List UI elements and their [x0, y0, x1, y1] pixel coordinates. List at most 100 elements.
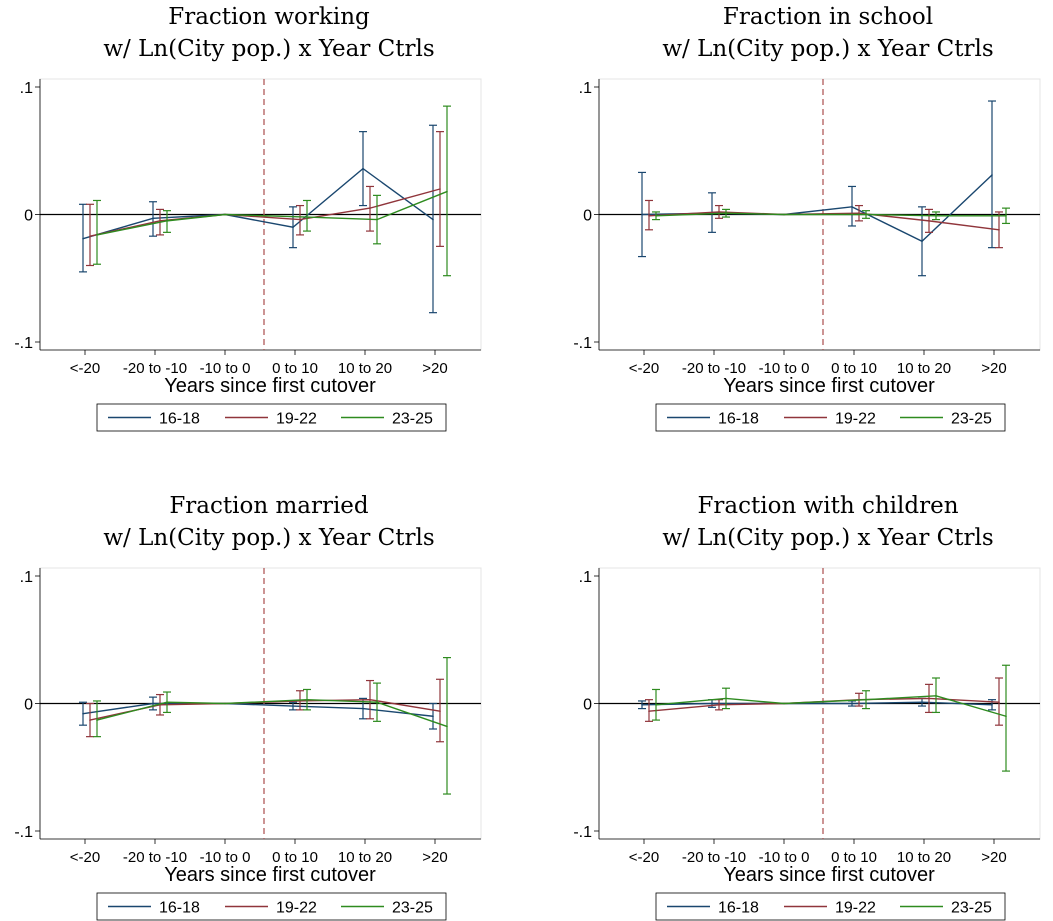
- x-tick-label: -20 to -10: [123, 360, 187, 377]
- data-point: [224, 702, 226, 705]
- chart-subtitle: w/ Ln(City pop.) x Year Ctrls: [662, 36, 993, 62]
- data-point: [991, 703, 993, 706]
- chart-subtitle: w/ Ln(City pop.) x Year Ctrls: [662, 525, 993, 551]
- legend-label: 23-25: [392, 900, 433, 917]
- chart-subtitle: w/ Ln(City pop.) x Year Ctrls: [103, 36, 434, 62]
- x-axis-title: Years since first cutover: [723, 375, 935, 397]
- data-point: [851, 702, 853, 705]
- data-point: [439, 188, 441, 190]
- x-axis-title: Years since first cutover: [723, 864, 935, 886]
- x-tick-label: <-20: [70, 849, 100, 866]
- data-point: [648, 214, 650, 217]
- data-point: [928, 697, 930, 700]
- x-tick-label: -20 to -10: [123, 849, 187, 866]
- data-point: [299, 218, 301, 221]
- data-point: [369, 207, 371, 209]
- data-point: [166, 701, 168, 704]
- x-tick-label: >20: [981, 360, 1006, 377]
- legend-label: 23-25: [951, 411, 992, 428]
- series-16-18: [638, 697, 996, 711]
- data-point: [446, 190, 448, 193]
- data-point: [851, 206, 853, 208]
- series-line: [96, 190, 448, 236]
- panel-school: Fraction in school w/ Ln(City pop.) x Yea…: [573, 4, 1041, 432]
- series-19-22: [86, 131, 444, 267]
- data-point: [224, 213, 226, 216]
- x-tick-label: >20: [981, 849, 1006, 866]
- series-line: [89, 188, 441, 237]
- data-point: [376, 701, 378, 704]
- data-point: [718, 703, 720, 706]
- series-23-25: [93, 657, 451, 795]
- data-point: [89, 719, 91, 721]
- data-point: [991, 174, 993, 176]
- legend-label: 16-18: [159, 900, 200, 917]
- data-point: [858, 212, 860, 215]
- y-tick-label: .1: [20, 80, 33, 97]
- legend: 16-18 19-22 23-25: [96, 892, 447, 921]
- legend-label: 19-22: [835, 900, 876, 917]
- data-point: [783, 702, 785, 705]
- chart-title: Fraction married: [169, 493, 369, 519]
- data-point: [865, 213, 867, 216]
- y-tick-label: 0: [583, 697, 592, 714]
- x-tick-label: -20 to -10: [682, 360, 746, 377]
- series-23-25: [93, 105, 451, 277]
- data-point: [921, 240, 923, 243]
- legend-label: 16-18: [159, 411, 200, 428]
- y-tick-label: 0: [583, 208, 592, 225]
- chart-title: Fraction working: [168, 4, 370, 30]
- x-tick-label: 0 to 10: [272, 360, 318, 377]
- x-tick-label: >20: [422, 849, 447, 866]
- legend: 16-18 19-22 23-25: [655, 892, 1006, 921]
- x-tick-label: 0 to 10: [831, 849, 877, 866]
- data-point: [306, 216, 308, 218]
- legend-box: [655, 892, 1006, 921]
- series-line: [82, 702, 434, 717]
- panel-working: Fraction working w/ Ln(City pop.) x Year …: [14, 4, 482, 432]
- data-point: [439, 710, 441, 712]
- series-23-25: [652, 207, 1010, 225]
- series-19-22: [86, 678, 444, 743]
- data-point: [1005, 214, 1007, 217]
- chart-title: Fraction with children: [697, 493, 958, 519]
- x-tick-label: >20: [422, 360, 447, 377]
- data-point: [641, 213, 643, 216]
- y-tick-label: .1: [579, 569, 592, 586]
- legend-box: [96, 892, 447, 921]
- x-axis-title: Years since first cutover: [164, 375, 376, 397]
- data-point: [998, 229, 1000, 231]
- data-point: [362, 167, 364, 170]
- chart-subtitle: w/ Ln(City pop.) x Year Ctrls: [103, 525, 434, 551]
- data-point: [369, 698, 371, 701]
- series-16-18: [638, 100, 996, 277]
- x-axis-title: Years since first cutover: [164, 864, 376, 886]
- series-line: [655, 695, 1007, 717]
- data-point: [648, 710, 650, 712]
- legend-label: 16-18: [718, 411, 759, 428]
- data-point: [166, 220, 168, 222]
- legend-box: [655, 403, 1006, 432]
- x-tick-label: 10 to 20: [338, 849, 392, 866]
- legend-label: 19-22: [835, 411, 876, 428]
- y-tick-label: -.1: [14, 824, 33, 841]
- data-point: [292, 226, 294, 229]
- data-point: [998, 701, 1000, 704]
- data-point: [159, 220, 161, 222]
- legend-label: 23-25: [392, 411, 433, 428]
- x-tick-label: -20 to -10: [682, 849, 746, 866]
- data-point: [376, 218, 378, 221]
- x-tick-label: -10 to 0: [200, 849, 251, 866]
- y-tick-label: 0: [24, 697, 33, 714]
- x-tick-label: -10 to 0: [759, 360, 810, 377]
- panel-children: Fraction with children w/ Ln(City pop.) x…: [573, 493, 1041, 921]
- data-point: [655, 214, 657, 217]
- data-point: [928, 220, 930, 222]
- x-tick-label: <-20: [70, 360, 100, 377]
- x-tick-label: 10 to 20: [897, 360, 951, 377]
- data-point: [935, 695, 937, 697]
- data-point: [446, 725, 448, 728]
- data-point: [306, 698, 308, 701]
- series-line: [655, 212, 1006, 217]
